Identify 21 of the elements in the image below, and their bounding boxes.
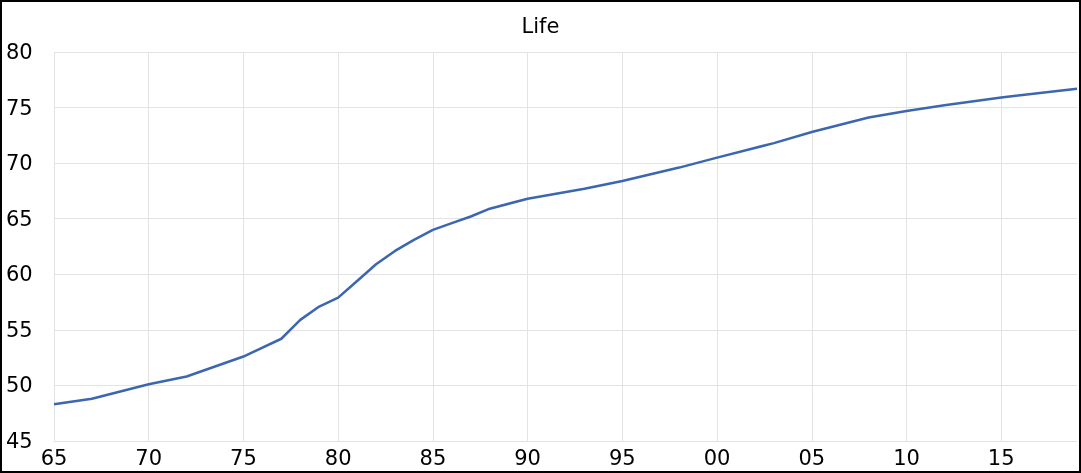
x-tick-label: 80 <box>324 445 352 470</box>
x-tick-label: 00 <box>703 445 731 470</box>
y-tick-label: 45 <box>6 429 33 453</box>
line-series <box>52 87 1079 406</box>
y-tick-label: 80 <box>6 40 33 64</box>
x-tick-label: 95 <box>608 445 636 470</box>
chart-title: Life <box>521 13 560 38</box>
x-tick-label: 85 <box>419 445 447 470</box>
x-tick-label: 90 <box>514 445 541 470</box>
y-tick-label: 55 <box>6 317 33 342</box>
x-tick-label: 15 <box>987 445 1015 470</box>
x-tick-label: 70 <box>135 445 163 470</box>
x-tick-label: 65 <box>40 445 68 470</box>
y-tick-label: 75 <box>6 95 33 120</box>
x-tick-label: 75 <box>230 445 257 470</box>
y-tick-label: 50 <box>6 373 33 398</box>
x-tick-label: 10 <box>893 445 920 470</box>
y-tick-label: 65 <box>6 206 33 231</box>
x-tick-label: 05 <box>798 445 826 470</box>
y-tick-label: 60 <box>6 262 33 287</box>
y-tick-label: 70 <box>6 151 33 176</box>
